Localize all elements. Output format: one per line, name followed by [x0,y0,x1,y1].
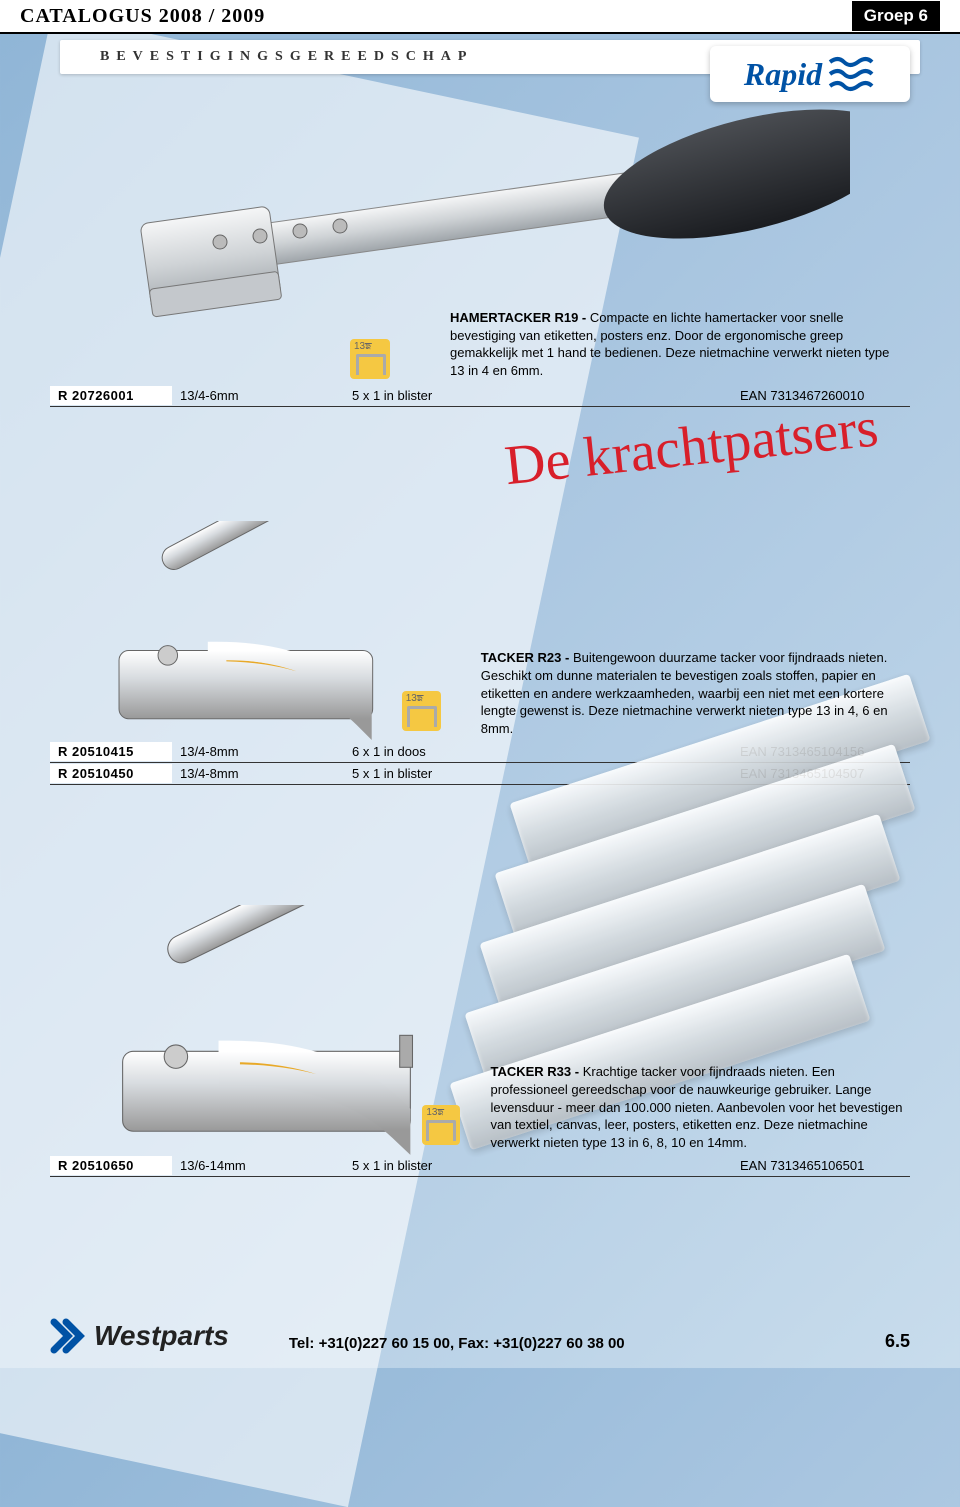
category-title: BEVESTIGINGSGEREEDSCHAP [100,49,473,65]
sku-size: 13/4-6mm [172,388,352,403]
brand-name: Rapid [744,56,822,93]
sku-size: 13/4-8mm [172,766,352,781]
product-description: TACKER R23 - Buitengewoon duurzame tacke… [481,649,910,737]
sku-size: 13/4-8mm [172,744,352,759]
hammer-tacker-image [70,104,850,334]
page-footer: Westparts Tel: +31(0)227 60 15 00, Fax: … [0,1316,960,1356]
sku-ean: EAN 7313465106501 [740,1158,910,1173]
footer-contact: Tel: +31(0)227 60 15 00, Fax: +31(0)227 … [289,1335,625,1356]
sku-code: R 20510650 [50,1156,172,1175]
sku-code: R 20510415 [50,742,172,761]
sku-code: R 20510450 [50,764,172,783]
staple-type-icon [422,1105,460,1145]
sku-pack: 5 x 1 in blister [352,388,740,403]
group-badge: Groep 6 [852,1,940,31]
sku-pack: 5 x 1 in blister [352,1158,740,1173]
sku-code: R 20726001 [50,386,172,405]
header-bar: CATALOGUS 2008 / 2009 Groep 6 [0,0,960,34]
tacker-r23-image [80,521,412,741]
catalog-title: CATALOGUS 2008 / 2009 [20,5,265,28]
page-number: 6.5 [885,1331,910,1356]
sku-row: R 20726001 13/4-6mm 5 x 1 in blister EAN… [50,385,910,407]
tacker-r33-image [80,905,442,1155]
staple-type-icon [402,691,441,731]
sku-row: R 20510650 13/6-14mm 5 x 1 in blister EA… [50,1155,910,1177]
product-description: HAMERTACKER R19 - Compacte en lichte ham… [450,309,890,379]
product-description: TACKER R33 - Krachtige tacker voor fijnd… [490,1063,910,1151]
brand-wave-icon [828,54,876,94]
footer-logo: Westparts [50,1316,229,1356]
footer-brand: Westparts [94,1320,229,1352]
staple-type-icon [350,339,390,379]
chevron-icon [50,1316,86,1356]
sku-size: 13/6-14mm [172,1158,352,1173]
brand-logo: Rapid [710,46,910,102]
